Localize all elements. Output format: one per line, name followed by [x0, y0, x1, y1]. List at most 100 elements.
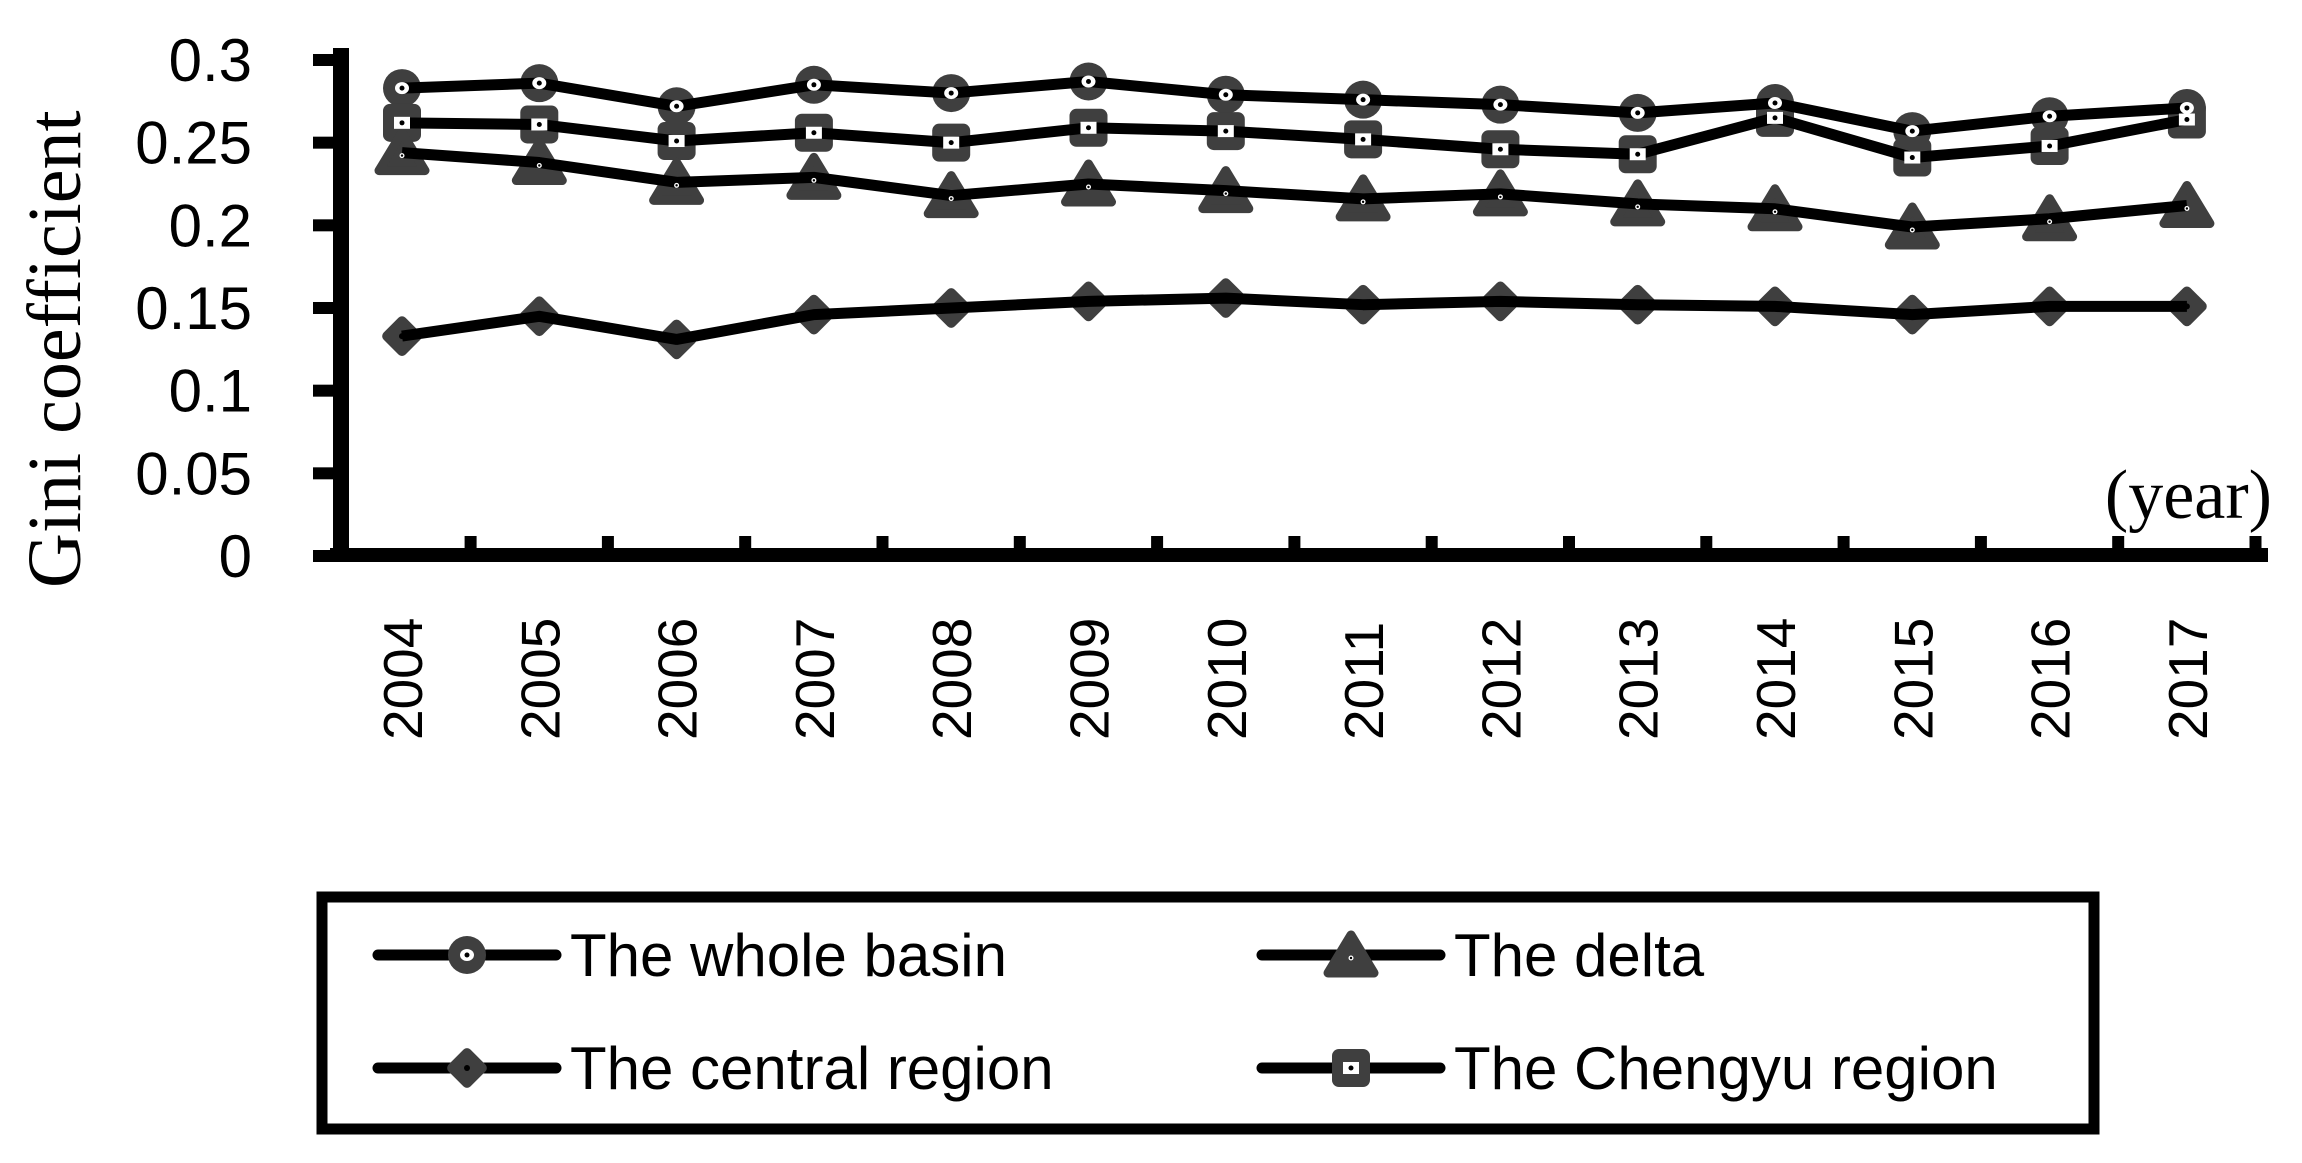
- marker-dot: [1224, 192, 1228, 195]
- y-axis-tick: [313, 467, 333, 480]
- series-group: [374, 62, 2215, 360]
- legend-item-the-whole-basin: The whole basin: [372, 922, 1007, 989]
- marker-dot: [811, 82, 817, 88]
- marker-dot: [1348, 1065, 1354, 1071]
- legend-item-the-delta: The delta: [1256, 922, 1705, 989]
- x-tick-label: 2015: [1882, 618, 1944, 740]
- marker-dot: [812, 179, 816, 182]
- y-axis-title: Gini coefficient: [13, 110, 97, 588]
- marker-dot: [2047, 113, 2053, 119]
- x-tick-label: 2012: [1470, 618, 1532, 740]
- axis-labels: 0 0.05 0.1 0.15 0.2 0.25 0.3 2004 2005 2006 2007 20…: [135, 27, 2219, 740]
- y-tick-label: 0: [219, 523, 252, 590]
- marker-dot: [1772, 100, 1778, 106]
- marker-dot: [948, 90, 954, 96]
- x-axis-tick: [876, 536, 889, 548]
- marker-dot: [1223, 128, 1229, 134]
- series-marker-centers-the-whole-basin: [395, 75, 2194, 138]
- x-axis-tick: [464, 536, 477, 548]
- x-axis-tick: [2112, 536, 2125, 548]
- y-axis-tick: [313, 219, 333, 232]
- marker-dot: [810, 311, 817, 318]
- series-marker-centers-the-chengyu-region: [394, 111, 2195, 164]
- marker-dot: [1635, 110, 1641, 116]
- marker-dot: [1636, 205, 1639, 209]
- x-tick-label: 2017: [2157, 618, 2219, 740]
- marker-dot: [673, 336, 680, 343]
- x-axis-tick: [1425, 536, 1438, 548]
- x-tick-label: 2005: [509, 618, 571, 740]
- marker-dot: [1497, 102, 1503, 108]
- marker-dot: [1360, 97, 1366, 103]
- marker-dot: [674, 103, 680, 109]
- marker-dot: [1772, 115, 1778, 121]
- legend-item-the-chengyu-region: The Chengyu region: [1256, 1035, 1998, 1102]
- marker-dot: [950, 197, 953, 200]
- x-tick-label: 2010: [1196, 618, 1258, 740]
- marker-dot: [1772, 303, 1778, 310]
- marker-dot: [1223, 92, 1229, 98]
- legend-label: The whole basin: [570, 922, 1007, 989]
- x-axis-tick: [1563, 536, 1575, 548]
- x-axis-tick: [1288, 536, 1301, 548]
- marker-dot: [2046, 303, 2053, 310]
- y-tick-label: 0.15: [135, 275, 252, 342]
- legend-item-the-central-region: The central region: [372, 1035, 1054, 1102]
- x-tick-label: 2004: [372, 618, 434, 740]
- x-axis-tick: [1151, 536, 1164, 548]
- marker-dot: [1349, 956, 1353, 960]
- x-axis-tick: [1013, 536, 1026, 548]
- marker-dot: [538, 164, 541, 167]
- y-tick-label: 0.3: [169, 27, 252, 94]
- marker-dot: [948, 305, 955, 312]
- marker-dot: [400, 154, 404, 157]
- y-axis-tick: [313, 550, 333, 562]
- marker-dot: [1773, 210, 1777, 214]
- series-line-the-whole-basin: [401, 75, 2188, 137]
- marker-dot: [2184, 117, 2190, 123]
- marker-dot: [2184, 105, 2190, 111]
- y-axis-tick: [313, 384, 333, 397]
- x-tick-label: 2011: [1333, 622, 1395, 740]
- y-axis-tick: [313, 136, 333, 149]
- series-marker-centers-the-delta: [399, 153, 2190, 233]
- x-axis-tick: [739, 536, 752, 548]
- marker-dot: [2048, 220, 2051, 223]
- series-marker-centers-the-central-region: [399, 295, 2190, 343]
- marker-dot: [399, 85, 405, 91]
- y-tick-label: 0.2: [169, 192, 252, 259]
- x-axis-tick: [2249, 536, 2262, 548]
- marker-dot: [399, 120, 405, 126]
- x-tick-label: 2014: [1745, 618, 1807, 740]
- y-tick-label: 0.1: [169, 358, 252, 425]
- marker-dot: [1909, 128, 1915, 134]
- marker-dot: [536, 313, 543, 320]
- y-axis-tick: [313, 53, 333, 66]
- marker-dot: [1911, 228, 1914, 232]
- x-axis-unit-annotation: (year): [2105, 457, 2272, 534]
- marker-dot: [464, 1065, 470, 1071]
- x-tick-label: 2013: [1608, 618, 1670, 740]
- series-line-the-chengyu-region: [401, 112, 2188, 164]
- marker-dot: [1086, 78, 1091, 84]
- marker-dot: [2185, 207, 2189, 210]
- y-tick-label: 0.25: [135, 110, 252, 177]
- y-axis-line: [333, 48, 349, 562]
- y-axis-tick: [313, 301, 333, 314]
- axes: [313, 48, 2268, 562]
- marker-dot: [464, 952, 470, 958]
- marker-dot: [1909, 311, 1916, 318]
- x-tick-label: 2008: [921, 618, 983, 740]
- marker-dot: [1087, 185, 1090, 189]
- series-line-the-central-region: [401, 292, 2187, 345]
- marker-dot: [2183, 303, 2190, 310]
- marker-dot: [1085, 298, 1092, 305]
- marker-dot: [1909, 155, 1915, 161]
- marker-dot: [1360, 136, 1366, 142]
- x-axis-tick: [601, 536, 614, 548]
- marker-dot: [674, 138, 680, 144]
- series-line-the-delta: [401, 147, 2188, 233]
- marker-dot: [1499, 195, 1502, 199]
